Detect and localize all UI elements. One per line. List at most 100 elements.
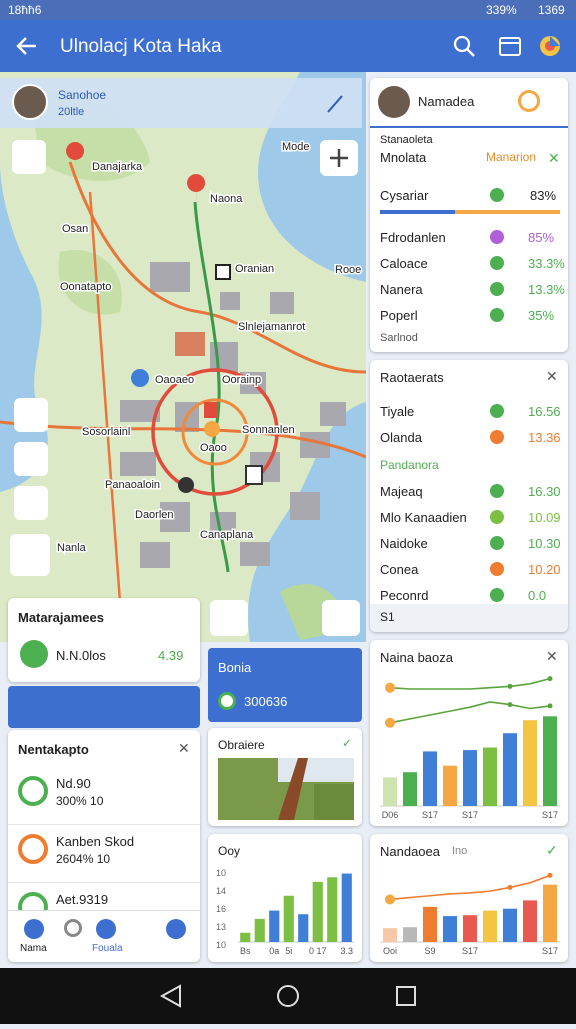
home[interactable]: [277, 985, 299, 1007]
close[interactable]: ✕: [548, 150, 560, 166]
group-title: Pandanora: [380, 458, 439, 472]
nav-buttons: [159, 984, 416, 1008]
search-button[interactable]: [452, 34, 476, 58]
map-button[interactable]: [14, 486, 48, 520]
map-button[interactable]: [14, 398, 48, 432]
blue-card[interactable]: Bonia 300636: [208, 648, 362, 722]
profile-bar: [0, 78, 362, 128]
recents[interactable]: [396, 986, 416, 1006]
tab[interactable]: Mnolata: [380, 150, 427, 165]
map-button[interactable]: [10, 534, 50, 576]
card-title: Nentakapto: [18, 742, 89, 757]
x-tick-label: 5i: [285, 946, 292, 956]
x-tick-label: D06: [382, 810, 399, 820]
x-tick-label: S17: [542, 946, 558, 956]
card-title: Ooy: [218, 844, 241, 858]
bar: [443, 765, 457, 806]
line-point: [385, 717, 395, 728]
row-value: 13.36: [528, 430, 561, 445]
back-button[interactable]: [14, 34, 40, 58]
progress-fill: [380, 210, 455, 214]
bar: [254, 918, 265, 942]
map-button[interactable]: [210, 600, 248, 636]
markers[interactable]: [66, 142, 263, 493]
footer: Sarlnod: [380, 332, 418, 344]
row-value: 13.3%: [528, 282, 565, 297]
map-label: Canaplana: [200, 529, 254, 541]
close[interactable]: ✕: [546, 648, 558, 664]
map-label: Panaoaloin: [105, 479, 160, 491]
row-label: Mlo Kanaadien: [380, 510, 467, 525]
chart-card: Ooy 10 14 16 13 10 Bs 0a 5i 0 17 3.3: [208, 834, 362, 962]
open[interactable]: ✓: [342, 736, 353, 750]
close[interactable]: ✓: [546, 842, 558, 858]
row-value: 85%: [528, 230, 555, 245]
back[interactable]: [159, 984, 181, 1008]
chart-card: Nandaoea Ino ✓ Ooi S9 S17 S17: [370, 834, 568, 962]
toolbar[interactable]: [8, 686, 200, 728]
bar: [298, 914, 309, 942]
tab-icon[interactable]: [96, 919, 116, 939]
tab-bar: Nama Fouala: [8, 910, 200, 962]
icon: [20, 640, 48, 668]
map-label: Slnlejamanrot: [238, 321, 305, 333]
x-tick-label: S9: [424, 946, 435, 956]
row-value: 33.3%: [528, 256, 565, 271]
system-nav: [0, 968, 576, 1024]
bar: [423, 906, 437, 942]
map-button[interactable]: [14, 442, 48, 476]
trend-line: [389, 874, 551, 901]
tab-icon[interactable]: [24, 919, 44, 939]
tab-icon[interactable]: [64, 919, 82, 937]
settings-button[interactable]: [538, 34, 562, 58]
bar: [423, 751, 437, 806]
bar: [269, 910, 280, 942]
bar: [543, 884, 557, 942]
close[interactable]: ✕: [178, 740, 190, 756]
item-divider: [8, 824, 200, 825]
layers-button[interactable]: [498, 34, 522, 58]
bar: [383, 928, 397, 942]
row-icon: [490, 282, 504, 296]
chart-card: Naina baoza ✕ D06 S17 S17 S17: [370, 640, 568, 826]
icon: [490, 188, 504, 202]
close[interactable]: ✕: [546, 368, 558, 384]
tab[interactable]: Manarion: [486, 150, 537, 164]
item-sub: 2604% 10: [56, 852, 111, 866]
park: [58, 250, 122, 315]
tab-label[interactable]: Fouala: [92, 943, 123, 954]
map-label: Naona: [210, 193, 243, 205]
map-label: Oranian: [235, 263, 274, 275]
map-button[interactable]: [322, 600, 360, 636]
photo: [218, 758, 354, 820]
bar: [463, 750, 477, 806]
section: Stanaoleta: [380, 134, 433, 146]
bar: [503, 908, 517, 942]
y-label: 10: [216, 940, 227, 950]
map[interactable]: Sanohoe 20ltle Danajarka Naona Osan Oonatap…: [0, 72, 366, 642]
edit-icon[interactable]: [327, 95, 343, 113]
image-card[interactable]: Obraiere ✓: [208, 728, 362, 826]
avatar: [378, 86, 410, 118]
row-label: Peconrd: [380, 588, 429, 603]
tab-icon[interactable]: [166, 919, 186, 939]
tab-label[interactable]: Nama: [20, 943, 47, 954]
line-point: [507, 884, 513, 890]
item-title: Nd.90: [56, 776, 91, 791]
bar: [240, 932, 251, 942]
bar: [403, 772, 417, 806]
row-value: 10.20: [528, 562, 561, 577]
road: [68, 161, 366, 374]
footer-bar: [370, 604, 568, 632]
y-label: 14: [216, 886, 227, 896]
settings[interactable]: [518, 90, 540, 112]
bar: [403, 927, 417, 942]
x-tick-label: 0 17: [309, 946, 327, 956]
item-icon: [18, 834, 48, 864]
summary-card[interactable]: Matarajamees N.N.0los 4.39: [8, 598, 200, 682]
row-label: Tiyale: [380, 404, 415, 419]
value: 300636: [244, 694, 288, 709]
map-label: Sonnanlen: [242, 424, 295, 436]
map-label: Rooe: [335, 264, 361, 276]
map-button[interactable]: [12, 140, 46, 174]
